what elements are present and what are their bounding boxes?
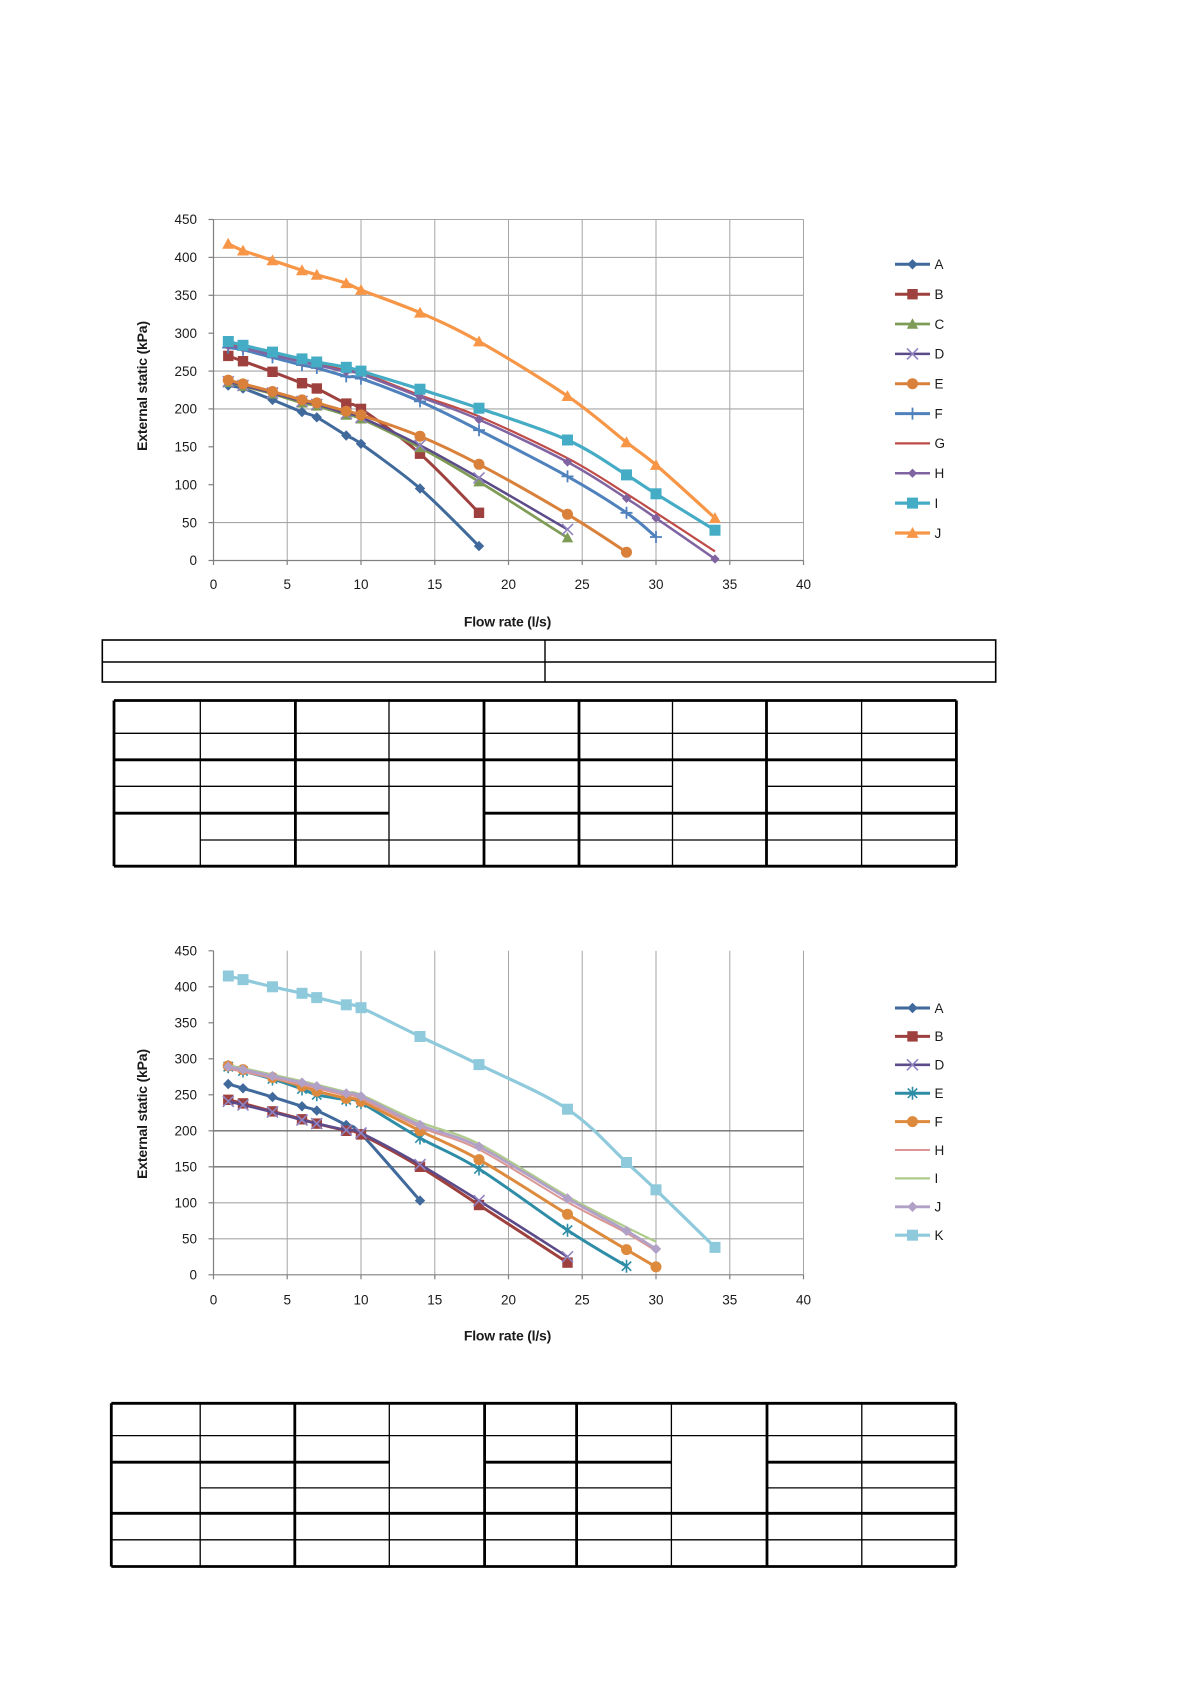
svg-text:0: 0 xyxy=(210,1293,218,1308)
svg-text:350: 350 xyxy=(174,288,197,303)
svg-text:0: 0 xyxy=(189,553,197,568)
svg-text:300: 300 xyxy=(174,326,197,341)
svg-text:I: I xyxy=(935,1171,939,1186)
svg-text:10: 10 xyxy=(353,1293,368,1308)
svg-text:F: F xyxy=(935,406,943,421)
svg-text:15: 15 xyxy=(427,577,442,592)
svg-text:G: G xyxy=(935,436,946,451)
svg-text:100: 100 xyxy=(174,477,197,492)
svg-text:30: 30 xyxy=(648,1293,663,1308)
svg-text:250: 250 xyxy=(174,364,197,379)
svg-text:350: 350 xyxy=(174,1016,197,1031)
svg-text:450: 450 xyxy=(174,212,197,227)
svg-text:Flow rate (l/s): Flow rate (l/s) xyxy=(464,1328,551,1344)
svg-text:50: 50 xyxy=(182,515,197,530)
svg-text:400: 400 xyxy=(174,980,197,995)
svg-text:B: B xyxy=(935,287,944,302)
svg-text:35: 35 xyxy=(722,1293,737,1308)
svg-text:400: 400 xyxy=(174,250,197,265)
svg-text:D: D xyxy=(935,1058,945,1073)
svg-text:K: K xyxy=(935,1228,944,1243)
svg-text:40: 40 xyxy=(796,1293,811,1308)
svg-text:100: 100 xyxy=(174,1196,197,1211)
svg-text:150: 150 xyxy=(174,1160,197,1175)
svg-text:450: 450 xyxy=(174,944,197,959)
svg-text:D: D xyxy=(935,347,945,362)
svg-text:Flow rate (l/s): Flow rate (l/s) xyxy=(464,614,551,630)
svg-text:150: 150 xyxy=(174,440,197,455)
svg-text:J: J xyxy=(935,1200,942,1215)
svg-text:25: 25 xyxy=(575,1293,590,1308)
svg-text:J: J xyxy=(935,526,942,541)
svg-text:H: H xyxy=(935,1143,945,1158)
svg-text:50: 50 xyxy=(182,1232,197,1247)
svg-text:200: 200 xyxy=(174,402,197,417)
svg-text:External static (kPa): External static (kPa) xyxy=(134,1049,150,1179)
svg-text:300: 300 xyxy=(174,1052,197,1067)
svg-text:25: 25 xyxy=(575,577,590,592)
svg-text:40: 40 xyxy=(796,577,811,592)
svg-text:C: C xyxy=(935,317,945,332)
svg-text:5: 5 xyxy=(283,577,291,592)
svg-text:A: A xyxy=(935,1001,944,1016)
svg-text:20: 20 xyxy=(501,1293,516,1308)
svg-text:0: 0 xyxy=(210,577,218,592)
svg-text:I: I xyxy=(935,496,939,511)
svg-text:F: F xyxy=(935,1114,943,1129)
svg-text:External static (kPa): External static (kPa) xyxy=(134,321,150,451)
svg-text:20: 20 xyxy=(501,577,516,592)
svg-text:10: 10 xyxy=(353,577,368,592)
svg-text:A: A xyxy=(935,257,944,272)
svg-text:15: 15 xyxy=(427,1293,442,1308)
svg-text:35: 35 xyxy=(722,577,737,592)
svg-text:200: 200 xyxy=(174,1124,197,1139)
svg-text:250: 250 xyxy=(174,1088,197,1103)
svg-text:5: 5 xyxy=(283,1293,291,1308)
svg-text:B: B xyxy=(935,1029,944,1044)
svg-text:0: 0 xyxy=(189,1268,197,1283)
svg-text:E: E xyxy=(935,377,944,392)
svg-text:H: H xyxy=(935,466,945,481)
svg-text:30: 30 xyxy=(648,577,663,592)
svg-text:E: E xyxy=(935,1086,944,1101)
